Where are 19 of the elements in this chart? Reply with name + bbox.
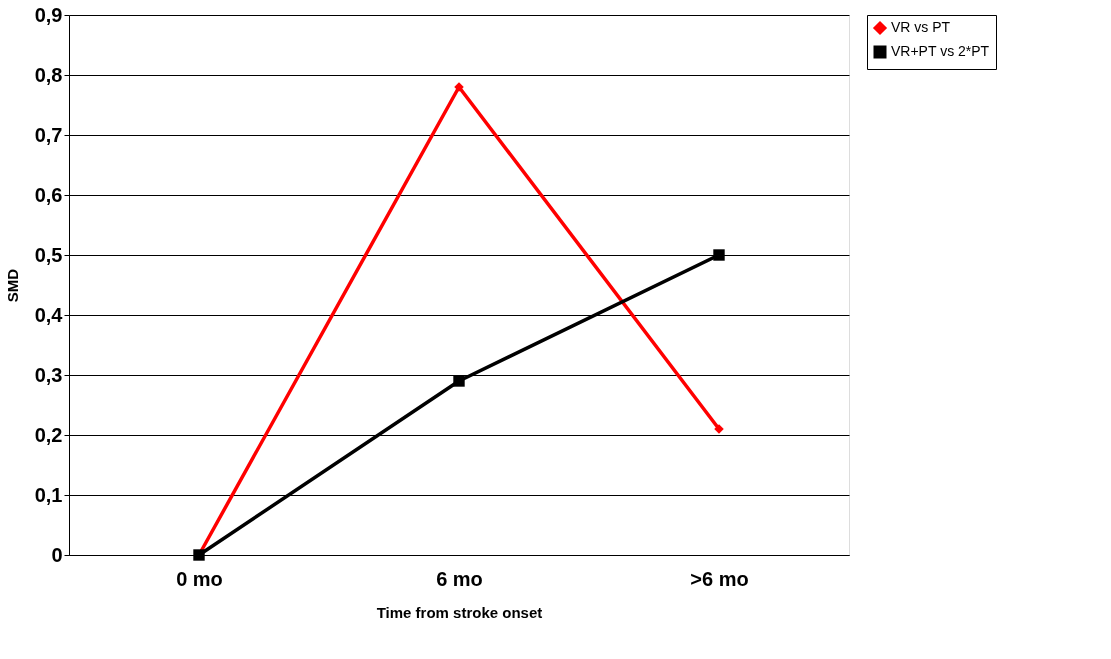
- point: [453, 375, 465, 387]
- y-axis-title: SMD: [3, 268, 21, 303]
- x-tick-label: >6 mo: [690, 567, 749, 590]
- y-tick-label: 0: [51, 543, 63, 566]
- legend-label: VR vs PT: [891, 19, 951, 35]
- y-tick-label: 0,9: [34, 3, 63, 26]
- x-axis-title: Time from stroke onset: [376, 603, 543, 621]
- y-tick-label: 0,3: [34, 363, 63, 386]
- point: [713, 249, 725, 261]
- y-tick-label: 0,2: [34, 423, 63, 446]
- x-tick-label: 0 mo: [176, 567, 223, 590]
- x-tick-label: 6 mo: [436, 567, 483, 590]
- y-tick-label: 0,4: [34, 303, 64, 326]
- y-tick-label: 0,5: [34, 243, 63, 266]
- y-tick-label: 0,6: [34, 183, 63, 206]
- legend-label: VR+PT vs 2*PT: [891, 43, 990, 59]
- y-tick-label: 0,1: [34, 483, 63, 506]
- y-tick-label: 0,7: [34, 123, 63, 146]
- y-tick-label: 0,8: [34, 63, 63, 86]
